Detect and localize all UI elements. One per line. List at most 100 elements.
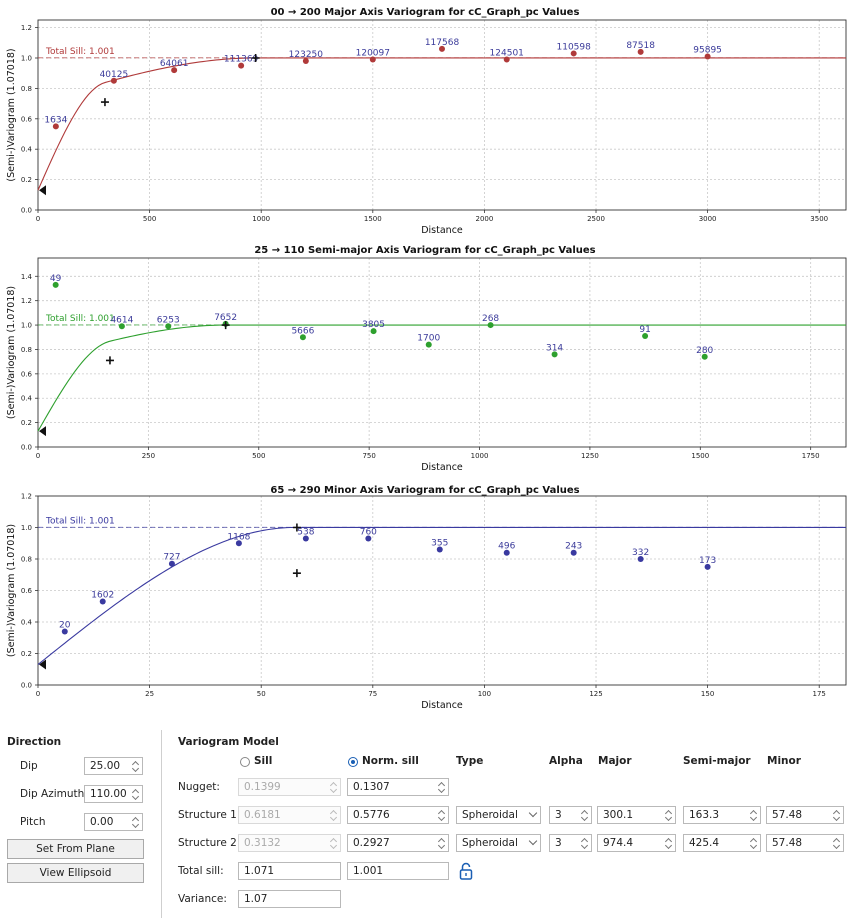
data-point	[118, 323, 125, 330]
structure-2-major-input[interactable]: 974.4	[597, 834, 676, 852]
x-tick-label: 0	[36, 215, 40, 223]
chart-title: 65 → 290 Minor Axis Variogram for cC_Gra…	[270, 485, 579, 496]
structure-2-semi-major-spinner-icon[interactable]	[750, 836, 758, 850]
x-tick-label: 100	[478, 690, 491, 698]
y-axis-label: (Semi-)Variogram (1.07018)	[6, 48, 17, 181]
data-point	[299, 334, 306, 341]
data-point	[235, 540, 242, 547]
data-point	[439, 45, 445, 52]
total-norm-sill-field: 1.001	[347, 862, 449, 880]
data-point	[365, 535, 372, 542]
pitch-spinner-icon[interactable]	[132, 815, 140, 829]
nugget-marker	[39, 185, 46, 196]
nugget-norm-spinner-icon[interactable]	[438, 780, 446, 794]
data-point-label: 1634	[44, 115, 67, 125]
x-tick-label: 1750	[802, 452, 820, 460]
x-tick-label: 0	[36, 452, 40, 460]
y-tick-label: 0.8	[21, 346, 32, 354]
structure-1-norm-spinner-icon[interactable]	[438, 808, 446, 822]
y-tick-label: 0.2	[21, 419, 32, 427]
x-tick-label: 50	[257, 690, 266, 698]
norm-sill-radio[interactable]	[348, 757, 358, 767]
set-from-plane-button[interactable]: Set From Plane	[7, 839, 144, 859]
sill-radio-label: Sill	[254, 755, 273, 767]
data-point	[436, 546, 443, 553]
pitch-input[interactable]: 0.00	[84, 813, 143, 831]
y-tick-label: 0.4	[21, 146, 33, 154]
y-axis-label: (Semi-)Variogram (1.07018)	[6, 524, 17, 657]
structure-1-type-select[interactable]: Spheroidal	[456, 806, 541, 824]
variogram-model-curve	[37, 324, 846, 432]
structure-2-type-select[interactable]: Spheroidal	[456, 834, 541, 852]
structure-2-minor-spinner-icon[interactable]	[833, 836, 841, 850]
y-tick-label: 0.4	[21, 619, 33, 627]
variogram-settings-panel: Direction Dip 25.00 Dip Azimuth 110.00 P…	[0, 728, 850, 924]
dip-spinner-icon[interactable]	[132, 759, 140, 773]
data-point-label: 49	[50, 274, 62, 284]
structure-2-norm-spinner-icon[interactable]	[438, 836, 446, 850]
sill-radio[interactable]	[240, 757, 250, 767]
total-sill-label: Total Sill: 1.001	[45, 47, 115, 57]
variogram-chart-2: 25 → 110 Semi-major Axis Variogram for c…	[6, 245, 847, 473]
y-tick-label: 1.0	[21, 55, 32, 63]
structure-2-norm-sill-input[interactable]: 0.2927	[347, 834, 449, 852]
range-marker	[292, 523, 301, 532]
data-point	[425, 341, 432, 348]
structure-2-major-spinner-icon[interactable]	[665, 836, 673, 850]
structure-1-minor-value: 57.48	[772, 809, 803, 821]
structure-1-alpha-input[interactable]: 3	[549, 806, 592, 824]
total-norm-sill-value: 1.001	[353, 865, 384, 877]
range-marker	[105, 356, 114, 365]
structure-2-alpha-value: 3	[555, 837, 562, 849]
minor-column-header: Minor	[767, 755, 801, 767]
view-ellipsoid-button[interactable]: View Ellipsoid	[7, 863, 144, 883]
structure-1-major-spinner-icon[interactable]	[665, 808, 673, 822]
data-point	[52, 281, 59, 288]
x-tick-label: 2500	[587, 215, 605, 223]
total-sill-label: Total sill:	[178, 865, 224, 877]
x-tick-label: 1000	[471, 452, 489, 460]
dip-azimuth-spinner-icon[interactable]	[132, 787, 140, 801]
nugget-norm-sill-value: 0.1307	[353, 781, 390, 793]
structure-2-major-value: 974.4	[603, 837, 634, 849]
data-point	[503, 56, 510, 63]
structure-2-alpha-spinner-icon[interactable]	[581, 836, 589, 850]
data-point-label: 5666	[291, 326, 314, 336]
structure-2-alpha-input[interactable]: 3	[549, 834, 592, 852]
data-point	[110, 77, 117, 84]
data-point	[165, 323, 172, 330]
y-tick-label: 0.0	[21, 682, 32, 690]
y-axis-label: (Semi-)Variogram (1.07018)	[6, 286, 17, 419]
data-point	[61, 628, 68, 635]
data-point-label: 4614	[110, 315, 133, 325]
nugget-norm-sill-input[interactable]: 0.1307	[347, 778, 449, 796]
structure-1-major-value: 300.1	[603, 809, 634, 821]
structure-1-major-input[interactable]: 300.1	[597, 806, 676, 824]
structure-1-semi-major-input[interactable]: 163.3	[683, 806, 761, 824]
data-point-label: 314	[546, 343, 563, 353]
data-point-label: 120097	[356, 49, 390, 59]
chevron-down-icon[interactable]	[528, 836, 538, 846]
structure-1-minor-spinner-icon[interactable]	[833, 808, 841, 822]
structure-1-alpha-spinner-icon[interactable]	[581, 808, 589, 822]
variogram-chart-1: 00 → 200 Major Axis Variogram for cC_Gra…	[6, 7, 847, 235]
type-column-header: Type	[456, 755, 484, 767]
chevron-down-icon[interactable]	[528, 808, 538, 818]
range-marker	[251, 54, 260, 62]
structure-1-minor-input[interactable]: 57.48	[766, 806, 844, 824]
structure-1-semi-major-spinner-icon[interactable]	[750, 808, 758, 822]
dip-label: Dip	[20, 760, 38, 772]
structure-2-minor-input[interactable]: 57.48	[766, 834, 844, 852]
structure-1-sill-spinner-icon	[330, 808, 338, 822]
structure-2-sill-value: 0.3132	[244, 837, 281, 849]
dip-azimuth-input[interactable]: 110.00	[84, 785, 143, 803]
unlock-icon[interactable]	[458, 862, 474, 880]
data-point	[704, 563, 711, 570]
structure-1-norm-sill-input[interactable]: 0.5776	[347, 806, 449, 824]
x-tick-label: 0	[36, 690, 40, 698]
total-sill-label: Total Sill: 1.001	[45, 314, 115, 324]
data-point-label: 64061	[160, 59, 189, 69]
dip-input[interactable]: 25.00	[84, 757, 143, 775]
structure-2-semi-major-input[interactable]: 425.4	[683, 834, 761, 852]
data-point	[637, 556, 644, 562]
